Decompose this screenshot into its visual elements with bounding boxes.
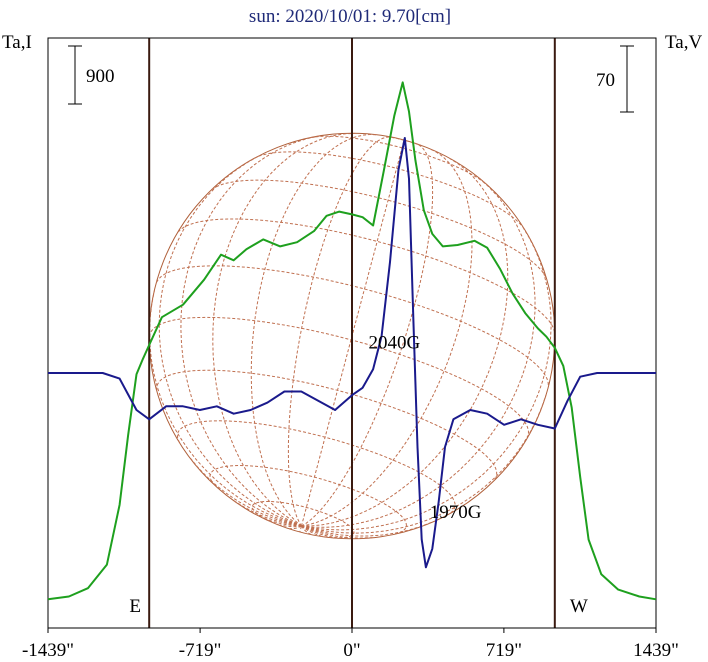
longitude-line <box>299 525 302 532</box>
limb-label-E: E <box>129 596 141 617</box>
longitude-line <box>250 133 377 527</box>
limb-label-W: W <box>570 596 588 617</box>
x-tick-label: -719" <box>179 640 222 661</box>
latitude-line <box>211 179 547 279</box>
longitude-line <box>149 290 302 527</box>
x-tick-label: 719" <box>486 640 522 661</box>
x-tick-label: 1439" <box>633 640 679 661</box>
annotations: 2040G 1970G <box>368 332 481 522</box>
longitude-line <box>287 136 391 527</box>
chart-title: sun: 2020/10/01: 9.70[cm] <box>249 6 451 27</box>
x-tick-label: -1439" <box>22 640 74 661</box>
latitude-line <box>177 218 556 333</box>
longitude-line <box>301 521 434 537</box>
longitude-line <box>212 132 356 527</box>
longitude-line <box>233 500 302 527</box>
latitude-line <box>386 135 422 146</box>
longitude-line <box>262 517 302 527</box>
longitude-line <box>301 525 321 537</box>
longitude-line <box>301 177 536 528</box>
longitude-line <box>301 525 340 539</box>
latitude-line <box>176 420 456 515</box>
left-axis-label: Ta,I <box>2 32 32 53</box>
right-scale-bar <box>620 45 634 113</box>
x-tick-label: 0" <box>343 640 360 661</box>
latitude-line <box>148 316 530 438</box>
annotation-2040G: 2040G <box>368 332 420 353</box>
longitude-line <box>301 525 373 539</box>
series-line-V <box>48 137 656 569</box>
longitude-line <box>180 135 321 527</box>
right-axis-label: Ta,V <box>665 32 702 53</box>
longitude-line <box>300 140 405 527</box>
left-scale-bar-label: 900 <box>86 66 115 87</box>
series-layer <box>47 81 657 601</box>
latitude-line <box>258 151 523 227</box>
x-axis: -1439" -719" 0" 719" 1439" E W <box>22 596 679 661</box>
left-scale-bar <box>68 45 82 105</box>
longitude-line <box>301 148 473 527</box>
longitude-line <box>301 525 311 535</box>
longitude-line <box>301 143 434 527</box>
right-scale-bar-label: 70 <box>596 70 615 91</box>
latitude-line <box>156 265 549 387</box>
longitude-line <box>289 525 302 530</box>
longitude-line <box>279 524 302 528</box>
annotation-1970G: 1970G <box>430 502 482 523</box>
series-line-I <box>47 81 657 601</box>
limb-lines <box>148 38 556 628</box>
latitude-line <box>156 369 498 481</box>
longitude-line <box>301 158 509 527</box>
longitude-line <box>189 456 302 527</box>
